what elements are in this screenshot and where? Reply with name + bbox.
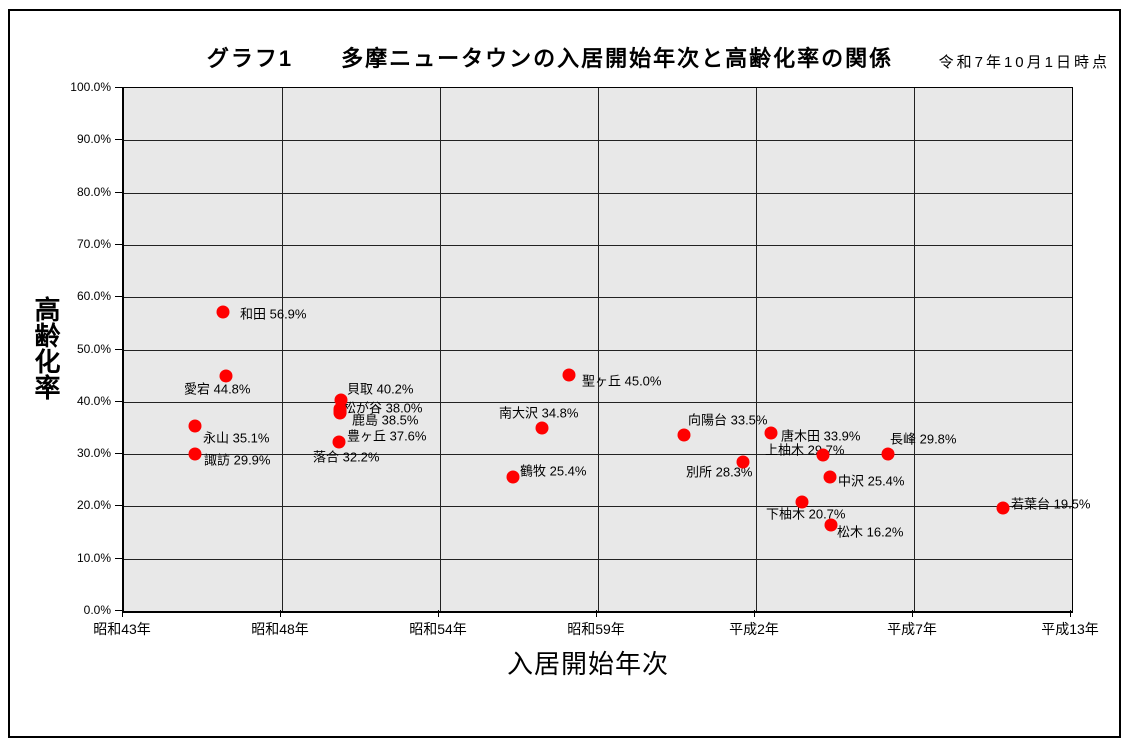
data-point-label: 和田 56.9% [240, 306, 307, 322]
data-point-dot [219, 369, 233, 383]
data-point-label: 下柚木 20.7% [766, 506, 846, 522]
data-point-dot [677, 428, 691, 442]
data-point-label: 唐木田 33.9% [781, 428, 861, 444]
data-point-label: 松木 16.2% [837, 524, 904, 540]
y-tick-label: 80.0% [76, 184, 111, 199]
y-tick-label: 50.0% [76, 341, 111, 356]
data-point-dot [816, 448, 830, 462]
y-tick-label: 30.0% [76, 446, 111, 461]
x-tick-label: 昭和48年 [251, 621, 309, 637]
x-tick-mark [754, 610, 755, 617]
data-point-dot [823, 470, 837, 484]
x-tick-mark [122, 610, 123, 617]
y-tick-label: 100.0% [70, 80, 111, 94]
y-tick-label: 70.0% [76, 236, 111, 251]
data-point-label: 愛宕 44.8% [184, 381, 251, 397]
x-tick-mark [1070, 610, 1071, 617]
data-point-label: 諏訪 29.9% [204, 452, 271, 468]
data-point-label: 鶴牧 25.4% [520, 463, 587, 479]
x-tick-mark [596, 610, 597, 617]
data-point-label: 長峰 29.8% [890, 431, 957, 447]
data-point-dot [535, 421, 549, 435]
v-gridline [756, 88, 757, 611]
data-point-dot [562, 368, 576, 382]
data-point-dot [881, 447, 895, 461]
data-point-dot [333, 406, 347, 420]
data-point-label: 若葉台 19.5% [1011, 496, 1091, 512]
data-point-dot [188, 419, 202, 433]
x-tick-label: 平成7年 [887, 621, 937, 637]
x-tick-mark [280, 610, 281, 617]
data-point-label: 向陽台 33.5% [688, 412, 768, 428]
v-gridline [440, 88, 441, 611]
x-tick-mark [912, 610, 913, 617]
y-tick-label: 40.0% [76, 393, 111, 408]
y-tick-mark [115, 296, 122, 298]
data-point-label: 上柚木 29.7% [765, 442, 845, 458]
y-tick-mark [115, 243, 122, 245]
y-tick-label: 90.0% [76, 132, 111, 147]
data-point-dot [506, 470, 520, 484]
data-point-dot [188, 447, 202, 461]
data-point-dot [824, 518, 838, 532]
plot-area [122, 87, 1073, 613]
data-point-label: 永山 35.1% [203, 430, 270, 446]
data-point-dot [216, 305, 230, 319]
y-tick-label: 60.0% [76, 289, 111, 304]
y-tick-mark [115, 191, 122, 193]
y-tick-mark [115, 139, 122, 141]
data-point-label: 聖ヶ丘 45.0% [582, 373, 662, 389]
y-tick-label: 0.0% [83, 603, 111, 617]
x-tick-label: 平成13年 [1041, 621, 1099, 637]
y-tick-mark [115, 87, 122, 88]
data-point-dot [996, 501, 1010, 515]
y-tick-label: 20.0% [76, 498, 111, 513]
x-tick-label: 平成2年 [729, 621, 779, 637]
as-of-date-note: 令和7年10月1日時点 [938, 54, 1110, 71]
y-tick-mark [115, 453, 122, 455]
data-point-dot [736, 455, 750, 469]
data-point-label: 豊ヶ丘 37.6% [347, 428, 427, 444]
data-point-label: 鹿島 38.5% [352, 412, 419, 428]
v-gridline [914, 88, 915, 611]
x-tick-label: 昭和54年 [409, 621, 467, 637]
x-tick-mark [438, 610, 439, 617]
y-tick-mark [115, 505, 122, 507]
y-axis-title: 高齢化率 [31, 296, 61, 400]
v-gridline [282, 88, 283, 611]
data-point-label: 松が谷 38.0% [343, 400, 423, 416]
data-point-dot [332, 435, 346, 449]
figure-border [8, 9, 1121, 738]
x-tick-label: 昭和59年 [567, 621, 625, 637]
chart-title: グラフ1 多摩ニュータウンの入居開始年次と高齢化率の関係 [206, 46, 894, 71]
data-point-label: 南大沢 34.8% [499, 405, 579, 421]
y-tick-label: 10.0% [76, 550, 111, 565]
y-tick-mark [115, 348, 122, 350]
data-point-label: 貝取 40.2% [347, 381, 414, 397]
data-point-label: 落合 32.2% [313, 449, 380, 465]
y-tick-mark [115, 610, 122, 611]
y-tick-mark [115, 557, 122, 559]
x-tick-label: 昭和43年 [93, 621, 151, 637]
data-point-dot [764, 426, 778, 440]
data-point-label: 中沢 25.4% [838, 473, 905, 489]
v-gridline [598, 88, 599, 611]
x-axis-title: 入居開始年次 [506, 649, 669, 679]
y-tick-mark [115, 400, 122, 402]
data-point-dot [795, 495, 809, 509]
data-point-label: 別所 28.3% [686, 464, 753, 480]
